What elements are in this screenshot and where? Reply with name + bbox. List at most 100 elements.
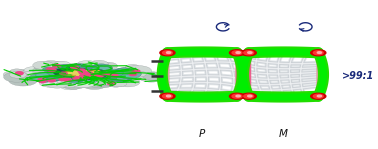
Circle shape: [248, 95, 252, 97]
Circle shape: [7, 71, 35, 82]
Circle shape: [13, 69, 39, 80]
Circle shape: [53, 64, 60, 67]
Circle shape: [46, 68, 54, 71]
Circle shape: [94, 73, 109, 79]
Circle shape: [104, 69, 123, 77]
Circle shape: [95, 71, 100, 73]
Circle shape: [109, 73, 133, 82]
Circle shape: [311, 50, 326, 56]
Circle shape: [61, 79, 86, 89]
Circle shape: [95, 74, 103, 77]
Circle shape: [244, 94, 254, 98]
Circle shape: [79, 71, 87, 74]
Circle shape: [62, 72, 73, 76]
Circle shape: [51, 67, 65, 73]
Circle shape: [20, 72, 38, 79]
Circle shape: [53, 67, 74, 76]
Circle shape: [166, 52, 171, 53]
Circle shape: [71, 71, 90, 79]
Circle shape: [59, 81, 81, 90]
Circle shape: [53, 72, 71, 79]
Circle shape: [166, 95, 171, 97]
Circle shape: [75, 72, 91, 78]
Circle shape: [163, 51, 172, 55]
Circle shape: [98, 73, 105, 76]
Circle shape: [107, 82, 115, 85]
Circle shape: [124, 66, 152, 76]
Circle shape: [248, 52, 252, 53]
Circle shape: [115, 73, 131, 79]
Circle shape: [66, 70, 85, 77]
Circle shape: [55, 64, 73, 70]
Circle shape: [72, 70, 94, 79]
Circle shape: [93, 73, 106, 78]
Circle shape: [129, 73, 136, 76]
Circle shape: [86, 73, 94, 76]
Circle shape: [71, 71, 79, 74]
Circle shape: [39, 80, 46, 83]
Circle shape: [82, 80, 106, 90]
Circle shape: [77, 62, 93, 68]
Circle shape: [118, 69, 141, 79]
Circle shape: [90, 71, 107, 78]
Circle shape: [313, 51, 323, 55]
Circle shape: [84, 78, 98, 83]
Circle shape: [39, 61, 62, 70]
Circle shape: [76, 72, 89, 77]
Circle shape: [87, 76, 110, 85]
Circle shape: [241, 50, 256, 56]
Circle shape: [71, 72, 90, 79]
Circle shape: [48, 79, 55, 82]
Circle shape: [87, 69, 107, 77]
Circle shape: [34, 63, 56, 72]
Circle shape: [69, 72, 86, 78]
Circle shape: [85, 64, 105, 72]
Circle shape: [15, 72, 23, 75]
Circle shape: [130, 71, 146, 77]
Circle shape: [117, 67, 139, 76]
Circle shape: [53, 68, 73, 76]
Circle shape: [91, 66, 112, 74]
Circle shape: [99, 73, 113, 79]
Circle shape: [108, 81, 124, 87]
Circle shape: [64, 79, 71, 82]
Circle shape: [113, 68, 133, 76]
Circle shape: [160, 50, 175, 56]
Circle shape: [109, 73, 135, 83]
Circle shape: [40, 76, 65, 86]
Circle shape: [79, 73, 91, 78]
Circle shape: [82, 74, 98, 80]
Circle shape: [113, 76, 127, 82]
Circle shape: [75, 72, 94, 79]
Circle shape: [163, 94, 172, 98]
Circle shape: [78, 72, 92, 78]
Circle shape: [33, 74, 55, 82]
Circle shape: [127, 66, 147, 74]
Circle shape: [143, 72, 163, 80]
Circle shape: [75, 68, 89, 74]
Circle shape: [71, 73, 85, 78]
Circle shape: [57, 70, 69, 75]
Circle shape: [64, 67, 83, 75]
Circle shape: [70, 70, 84, 76]
Circle shape: [110, 74, 118, 77]
Circle shape: [45, 79, 69, 88]
Circle shape: [41, 72, 64, 82]
Circle shape: [317, 52, 322, 53]
Circle shape: [33, 70, 48, 76]
Circle shape: [72, 70, 90, 77]
Circle shape: [76, 69, 89, 74]
Circle shape: [236, 52, 240, 53]
Circle shape: [91, 80, 107, 86]
Circle shape: [68, 70, 88, 78]
Circle shape: [76, 73, 92, 79]
Circle shape: [88, 71, 104, 77]
Circle shape: [83, 73, 98, 78]
Circle shape: [77, 69, 85, 72]
Circle shape: [62, 70, 77, 76]
Circle shape: [70, 77, 97, 88]
Circle shape: [39, 79, 61, 87]
Circle shape: [64, 67, 87, 77]
Circle shape: [71, 66, 78, 69]
Circle shape: [132, 70, 140, 73]
